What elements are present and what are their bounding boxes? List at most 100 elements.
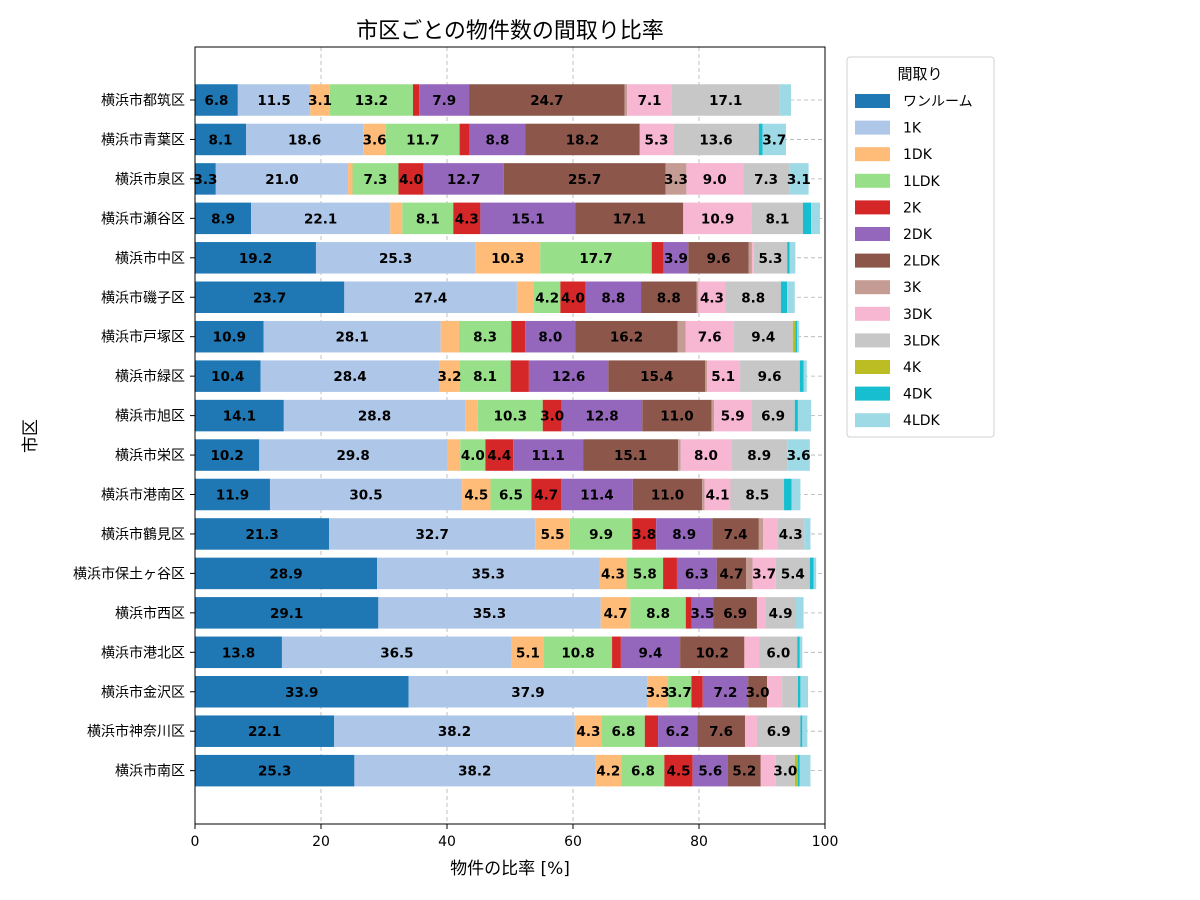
bar-segment (531, 478, 562, 511)
y-tick-label: 横浜市戸塚区 (101, 329, 185, 346)
legend-swatch (855, 360, 890, 374)
bar-segment (310, 84, 330, 116)
bar-value-label: 10.2 (210, 448, 243, 464)
bar-segment (707, 360, 740, 392)
bar-segment (540, 242, 652, 274)
bar-value-label: 10.3 (494, 409, 527, 425)
legend-entry-label: 3DK (903, 307, 933, 323)
bar-segment (283, 399, 466, 432)
bar-value-label: 8.8 (601, 290, 625, 306)
bar-segment (686, 163, 744, 195)
bar-segment (439, 360, 460, 392)
bar-value-label: 3.6 (363, 132, 387, 148)
bar-segment (780, 281, 788, 313)
legend-swatch (855, 227, 890, 241)
bar-segment (702, 676, 749, 708)
bar-value-label: 17.1 (709, 93, 742, 109)
x-axis-label: 物件の比率 [%] (450, 859, 570, 879)
bar-segment (782, 676, 798, 708)
bar-segment (733, 320, 793, 353)
bar-value-label: 3.7 (668, 685, 692, 701)
bar-segment (799, 360, 804, 392)
bar-segment (398, 163, 424, 195)
bar-segment (195, 715, 335, 747)
bar-value-label: 9.6 (758, 369, 782, 385)
bar-value-label: 3.3 (646, 685, 670, 701)
bar-value-label: 4.7 (719, 566, 743, 582)
bar-segment (711, 399, 715, 432)
legend-swatch (855, 306, 890, 321)
bar-value-label: 22.1 (248, 724, 281, 740)
bar-value-label: 8.1 (473, 369, 497, 385)
bar-value-label: 9.6 (707, 251, 731, 267)
bar-segment (423, 163, 504, 195)
bar-segment (195, 242, 316, 274)
bar-segment (795, 320, 798, 353)
bar-segment (688, 242, 749, 274)
bar-segment (691, 676, 703, 708)
y-tick-label: 横浜市神奈川区 (87, 723, 185, 740)
bar-segment (195, 636, 282, 669)
bar-value-label: 5.8 (633, 566, 657, 582)
bar-segment (792, 320, 796, 353)
bar-segment (620, 636, 681, 669)
bar-segment (215, 163, 349, 195)
bar-value-label: 6.3 (685, 566, 709, 582)
legend-entry-label: 4DK (903, 387, 933, 403)
bar-segment (528, 360, 609, 392)
bar-segment (683, 202, 752, 235)
bar-segment (627, 84, 672, 116)
bar-value-label: 6.8 (204, 93, 228, 109)
bar-value-label: 19.2 (239, 251, 272, 267)
bar-segment (465, 399, 478, 432)
y-tick-label: 横浜市都筑区 (101, 92, 185, 109)
bar-segment (263, 320, 441, 353)
bar-segment (334, 715, 575, 747)
bar-segment (513, 439, 584, 471)
bar-value-label: 8.8 (485, 132, 509, 148)
bar-value-label: 29.8 (336, 448, 369, 464)
bar-value-label: 21.3 (245, 527, 278, 543)
legend-entry-label: 3K (903, 280, 922, 296)
bar-segment (195, 439, 260, 471)
bar-segment (791, 478, 801, 511)
bar-segment (344, 281, 517, 313)
plot-frame (194, 46, 826, 825)
bar-segment (685, 597, 692, 629)
bar-value-label: 28.4 (333, 369, 366, 385)
bar-value-label: 5.3 (645, 132, 669, 148)
bar-segment (569, 518, 633, 550)
bar-value-label: 7.9 (432, 93, 456, 109)
legend-frame (846, 56, 995, 438)
bar-segment (561, 478, 633, 511)
bar-value-label: 8.8 (646, 606, 670, 622)
x-tick-label: 0 (191, 834, 200, 850)
bar-value-label: 11.7 (406, 132, 439, 148)
bar-segment (260, 360, 440, 392)
bar-segment (601, 715, 645, 747)
bar-value-label: 22.1 (304, 211, 337, 227)
bar-segment (561, 399, 643, 432)
bar-segment (797, 636, 800, 669)
bar-segment (665, 163, 687, 195)
bar-segment (702, 478, 705, 511)
bar-segment (789, 242, 796, 274)
bar-value-label: 10.3 (491, 251, 524, 267)
bar-segment (680, 636, 745, 669)
bar-value-label: 5.6 (698, 764, 722, 780)
chart-title: 市区ごとの物件数の間取り比率 (356, 19, 664, 44)
bar-value-label: 18.2 (566, 132, 599, 148)
bar-value-label: 3.7 (762, 132, 786, 148)
bar-segment (352, 163, 399, 195)
bar-segment (503, 163, 666, 195)
bar-value-label: 9.0 (703, 172, 727, 188)
bar-segment (744, 715, 757, 747)
y-tick-label: 横浜市栄区 (115, 447, 185, 464)
bar-segment (490, 478, 532, 511)
bar-value-label: 28.1 (336, 330, 369, 346)
bar-segment (639, 123, 674, 156)
bar-segment (744, 636, 760, 669)
bar-value-label: 3.0 (773, 764, 797, 780)
bar-value-label: 8.0 (694, 448, 718, 464)
bar-segment (354, 754, 596, 787)
